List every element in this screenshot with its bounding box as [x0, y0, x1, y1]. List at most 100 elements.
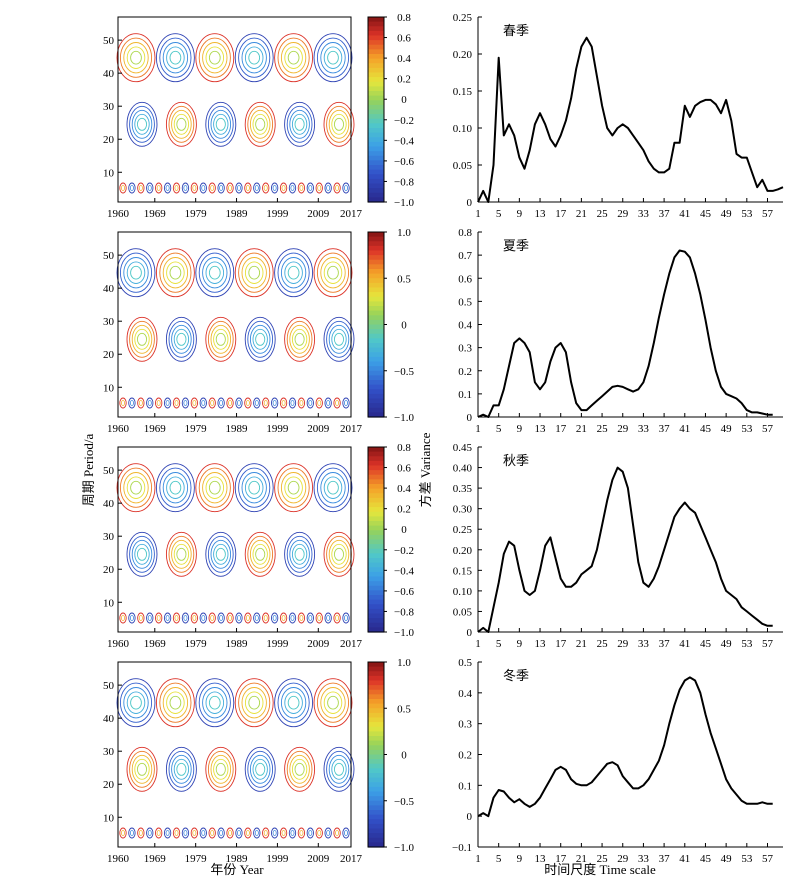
colorbar-band: [368, 516, 384, 522]
contour-line: [254, 185, 259, 191]
contour-line: [289, 754, 310, 784]
contour-line: [235, 612, 243, 624]
contour-line: [247, 535, 274, 573]
colorbar-band: [368, 375, 384, 381]
x-tick-label: 21: [576, 423, 587, 435]
colorbar-band: [368, 525, 384, 531]
contour-line: [208, 397, 216, 409]
contour-line: [171, 109, 192, 139]
x-tick-label: 25: [597, 638, 609, 650]
x-tick-label: 49: [721, 853, 733, 865]
contour-line: [208, 50, 221, 65]
x-tick-label: 2017: [340, 853, 363, 865]
y-tick-label: 0.1: [458, 780, 472, 792]
x-tick-label: 1979: [185, 853, 208, 865]
colorbar-band: [368, 699, 384, 705]
x-tick-label: 49: [721, 638, 733, 650]
y-tick-label: 0.35: [453, 483, 473, 495]
colorbar-band: [368, 315, 384, 321]
contour-line: [138, 830, 143, 836]
x-tick-label: 1979: [185, 208, 208, 220]
y-tick-label: 0.30: [453, 504, 473, 516]
colorbar-band: [368, 30, 384, 37]
x-tick-label: 37: [659, 423, 671, 435]
contour-line: [146, 397, 154, 409]
contour-line: [165, 615, 170, 621]
contour-line: [171, 539, 192, 569]
contour-line: [181, 397, 190, 409]
contour-line: [163, 182, 172, 194]
contour-line: [272, 400, 277, 406]
contour-line: [254, 400, 259, 406]
colorbar-band: [368, 301, 384, 307]
contour-line: [316, 252, 350, 293]
contour-line: [155, 33, 195, 83]
contour-line: [291, 328, 308, 350]
x-tick-label: 17: [555, 423, 567, 435]
colorbar-band: [368, 731, 384, 737]
contour-line: [331, 758, 347, 780]
contour-line: [208, 695, 221, 710]
contour-line: [156, 615, 161, 621]
contour-line: [294, 762, 305, 776]
contour-line: [316, 682, 350, 723]
contour-line: [244, 182, 252, 194]
colorbar-band: [368, 160, 384, 166]
contour-line: [168, 105, 195, 143]
contour-line: [253, 827, 261, 839]
contour-line: [136, 117, 148, 131]
contour-line: [306, 397, 314, 409]
contour-line: [335, 185, 340, 191]
contour-line: [131, 324, 153, 354]
contour-line: [155, 678, 195, 728]
contour-line: [290, 185, 295, 191]
colorbar-tick-label: 0: [401, 320, 407, 332]
colorbar-band: [368, 407, 384, 413]
spring-variance: 0 0.05 0.10 0.15 0.20 0.25 1 5 9 13 17 21 25 29 33 37 41…: [453, 12, 784, 220]
y-tick-label: 0.05: [453, 160, 473, 172]
contour-line: [249, 754, 271, 784]
contour-line: [155, 182, 163, 194]
colorbar-tick-label: 0.6: [397, 463, 411, 475]
colorbar-band: [368, 67, 384, 74]
contour-line: [126, 261, 146, 284]
x-tick-label: 1969: [144, 423, 167, 435]
contour-line: [323, 101, 355, 147]
y-tick-label: 0.05: [453, 606, 473, 618]
contour-line: [136, 332, 148, 346]
colorbar-tick-label: 0.8: [397, 12, 411, 24]
contour-line: [119, 37, 153, 78]
contour-line: [331, 543, 347, 565]
contour-line: [317, 615, 322, 621]
contour-line: [129, 535, 155, 573]
colorbar-band: [368, 539, 384, 545]
colorbar-frame: [367, 16, 385, 203]
contour-line: [320, 472, 346, 504]
contour-line: [198, 467, 231, 508]
colorbar-tick-label: 0.8: [397, 442, 411, 454]
variance-line: [477, 676, 773, 818]
x-tick-label: 5: [496, 638, 502, 650]
contour-line: [236, 400, 241, 406]
contour-line: [137, 182, 145, 194]
contour-line: [183, 185, 188, 191]
contour-line: [343, 400, 348, 406]
contour-line: [277, 37, 310, 78]
contour-line: [294, 332, 305, 346]
contour-line: [219, 400, 224, 406]
contour-line: [202, 472, 228, 504]
contour-line: [126, 316, 158, 362]
contour-line: [199, 827, 207, 839]
contour-line: [174, 185, 179, 191]
contour-line: [286, 535, 313, 573]
contour-line: [320, 257, 346, 289]
contour-line: [208, 827, 216, 839]
contour-line: [238, 37, 271, 78]
y-tick-label: 20: [103, 564, 115, 576]
colorbar-band: [368, 694, 384, 700]
contour-line: [137, 827, 145, 839]
contour-line: [270, 827, 279, 839]
contour-line: [249, 539, 271, 569]
contour-line: [226, 397, 234, 409]
